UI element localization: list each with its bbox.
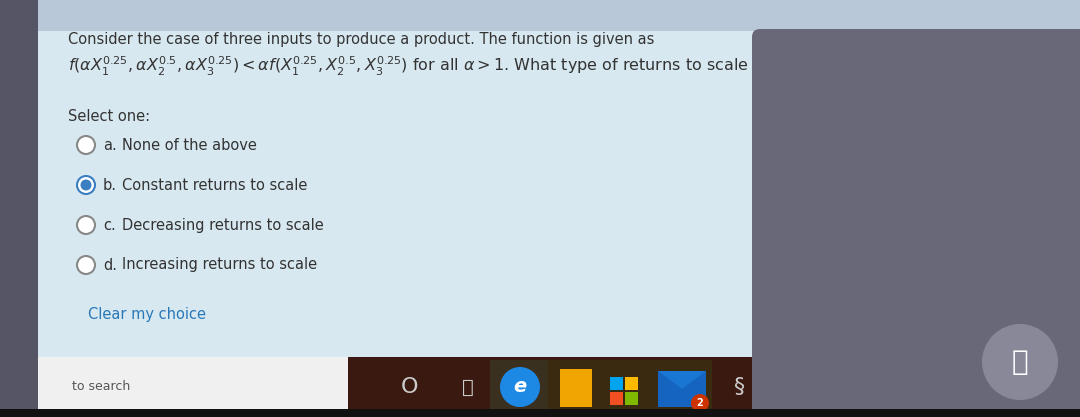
Bar [610, 392, 623, 405]
Text: Constant returns to scale: Constant returns to scale [122, 178, 308, 193]
Circle shape [81, 179, 92, 191]
FancyBboxPatch shape [752, 29, 1080, 417]
Bar [348, 357, 1040, 417]
Text: Decreasing returns to scale: Decreasing returns to scale [122, 218, 324, 233]
Text: $f(\alpha X_1^{0.25}, \alpha X_2^{0.5}, \alpha X_3^{0.25}) < \alpha f(X_1^{0.25}: $f(\alpha X_1^{0.25}, \alpha X_2^{0.5}, … [68, 55, 809, 78]
FancyBboxPatch shape [33, 31, 1042, 386]
Circle shape [77, 136, 95, 154]
Bar [652, 360, 712, 414]
Text: Select one:: Select one: [68, 109, 150, 124]
Text: Consider the case of three inputs to produce a product. The function is given as: Consider the case of three inputs to pro… [68, 32, 654, 47]
Circle shape [77, 176, 95, 194]
Circle shape [77, 256, 95, 274]
Polygon shape [658, 371, 706, 389]
Text: 2: 2 [697, 398, 703, 408]
Bar [625, 377, 638, 390]
Text: Increasing returns to scale: Increasing returns to scale [122, 258, 318, 272]
Bar [561, 369, 592, 407]
Text: 🔇: 🔇 [1012, 348, 1028, 376]
Circle shape [500, 367, 540, 407]
Text: to search: to search [72, 380, 131, 394]
Bar [625, 392, 638, 405]
Bar [600, 360, 652, 414]
Bar [610, 377, 623, 390]
Bar [38, 357, 348, 417]
Text: None of the above: None of the above [122, 138, 257, 153]
Text: Clear my choice: Clear my choice [87, 307, 206, 322]
Bar [658, 371, 706, 407]
Text: d.: d. [103, 258, 117, 272]
Bar [490, 360, 548, 414]
Circle shape [691, 394, 708, 412]
Text: ⌹: ⌹ [462, 377, 474, 397]
Text: O: O [402, 377, 419, 397]
Bar [0, 409, 1080, 417]
Text: a.: a. [103, 138, 117, 153]
Text: e: e [513, 377, 527, 397]
Circle shape [982, 324, 1058, 400]
Circle shape [77, 216, 95, 234]
Bar [0, 0, 38, 417]
Text: c.: c. [103, 218, 116, 233]
Bar [548, 360, 600, 414]
Text: b.: b. [103, 178, 117, 193]
Text: §: § [734, 377, 745, 397]
